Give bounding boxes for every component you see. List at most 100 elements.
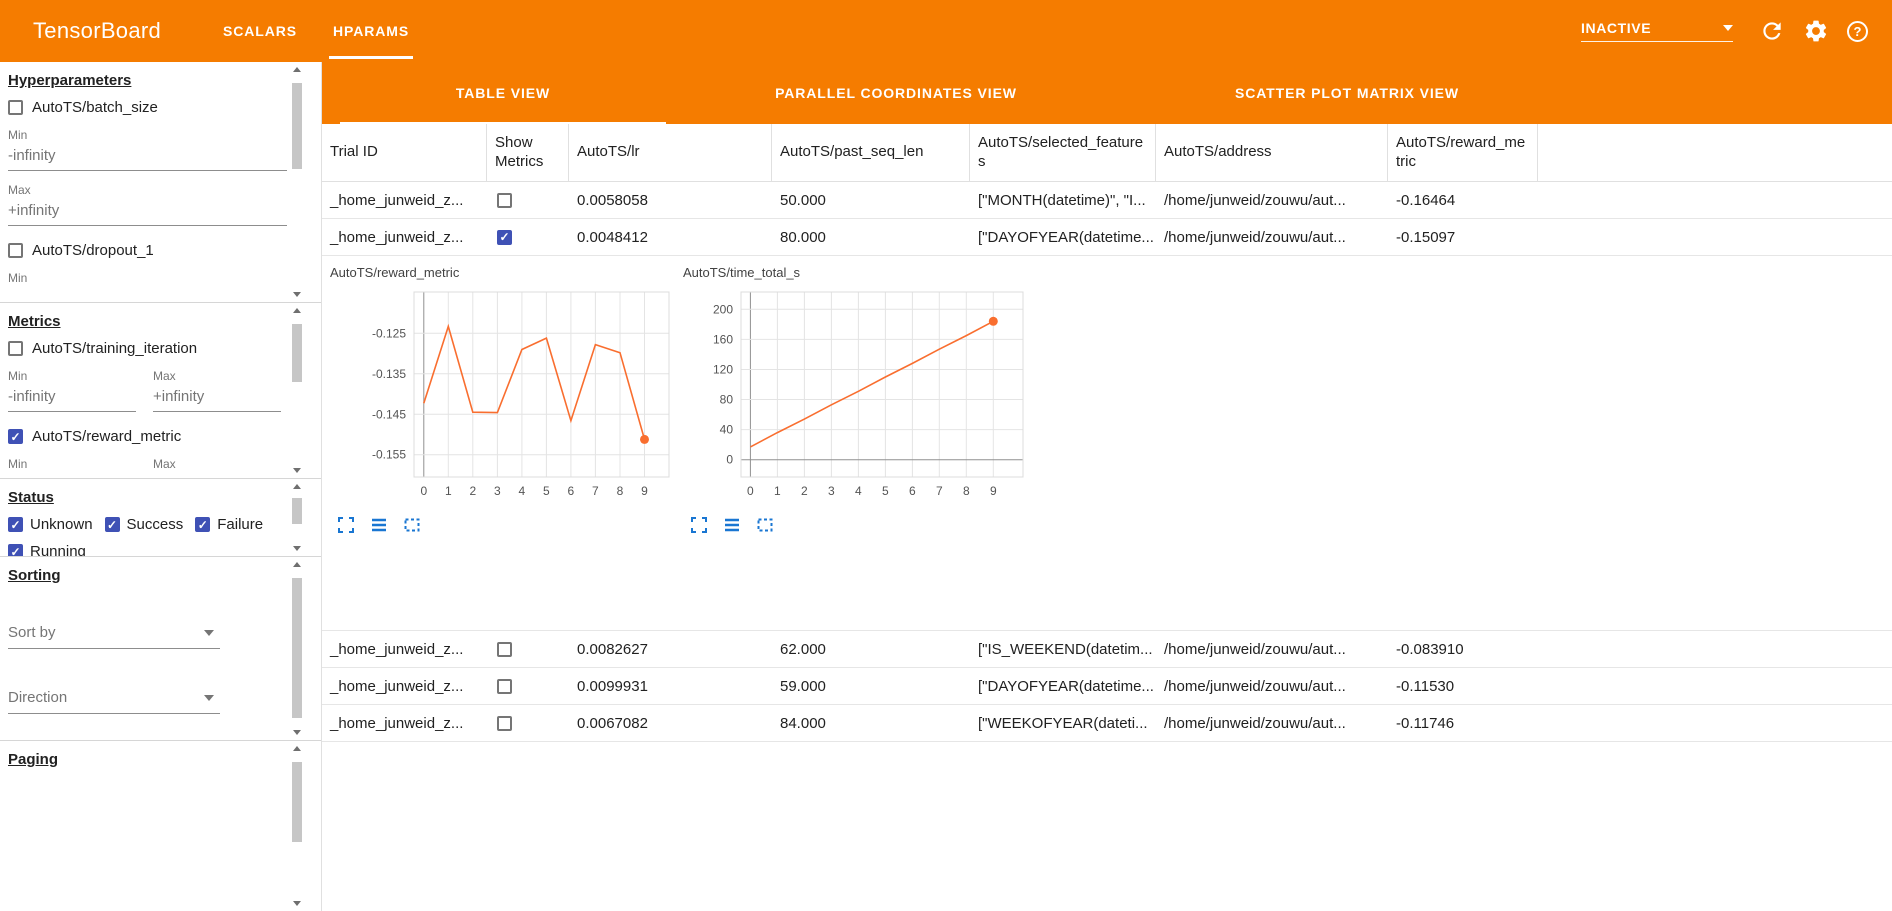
chart-svg-holder[interactable]: 0 1 2 3 4 5 6 7 8 9 0 40 80 120 160 200 <box>683 286 1029 505</box>
hparam-batch-size-row[interactable]: AutoTS/batch_size <box>8 99 313 116</box>
status-running-option[interactable]: Running <box>8 543 86 556</box>
scroll-up-icon[interactable] <box>293 562 301 567</box>
scroll-down-icon[interactable] <box>293 901 301 906</box>
selected-features-cell: ["DAYOFYEAR(datetime... <box>978 677 1154 695</box>
help-icon[interactable] <box>1847 20 1868 42</box>
maximize-icon[interactable] <box>689 515 709 535</box>
svg-text:9: 9 <box>990 484 997 498</box>
scroll-down-icon[interactable] <box>293 730 301 735</box>
max-input[interactable]: +infinity <box>153 388 281 412</box>
refresh-icon[interactable] <box>1759 18 1785 44</box>
svg-text:6: 6 <box>909 484 916 498</box>
column-header-show-metrics[interactable]: Show Metrics <box>487 124 569 181</box>
past-seq-len-cell: 59.000 <box>780 677 826 695</box>
chart-controls <box>689 515 1029 535</box>
line-chart[interactable]: 0 1 2 3 4 5 6 7 8 9 -0.125 -0.135 -0.145 -0.155 <box>330 286 674 505</box>
lr-cell: 0.0099931 <box>577 677 648 695</box>
scroll-thumb[interactable] <box>292 578 302 718</box>
table-row[interactable]: _home_junweid_z... 0.0048412 80.000 ["DA… <box>322 219 1892 256</box>
table-row[interactable]: _home_junweid_z... 0.0099931 59.000 ["DA… <box>322 668 1892 705</box>
svg-text:5: 5 <box>882 484 889 498</box>
metric-reward-checkbox[interactable] <box>8 429 23 444</box>
scrollbar[interactable] <box>292 308 302 473</box>
hparam-dropout-checkbox[interactable] <box>8 243 23 258</box>
show-metrics-checkbox[interactable] <box>497 192 512 208</box>
min-input[interactable]: -infinity <box>8 388 136 412</box>
column-header-reward-metric[interactable]: AutoTS/reward_metric <box>1388 124 1538 181</box>
min-input[interactable]: -infinity <box>8 147 287 171</box>
scroll-down-icon[interactable] <box>293 546 301 551</box>
scroll-up-icon[interactable] <box>293 67 301 72</box>
lines-icon[interactable] <box>722 515 742 535</box>
scroll-thumb[interactable] <box>292 498 302 524</box>
tab-scalars[interactable]: SCALARS <box>223 23 298 39</box>
scroll-up-icon[interactable] <box>293 484 301 489</box>
scroll-down-icon[interactable] <box>293 468 301 473</box>
column-header-past-seq-len[interactable]: AutoTS/past_seq_len <box>772 124 970 181</box>
metric-training-iteration-row[interactable]: AutoTS/training_iteration <box>8 340 313 357</box>
scrollbar[interactable] <box>292 746 302 906</box>
scroll-thumb[interactable] <box>292 83 302 169</box>
status-success-option[interactable]: Success <box>104 516 183 533</box>
scroll-up-icon[interactable] <box>293 746 301 751</box>
address-cell: /home/junweid/zouwu/aut... <box>1164 714 1346 732</box>
reload-interval-select[interactable]: INACTIVE <box>1581 20 1733 42</box>
status-failure-checkbox[interactable] <box>195 517 211 532</box>
hyperparameters-panel: Hyperparameters AutoTS/batch_size Min -i… <box>0 62 321 303</box>
scroll-down-icon[interactable] <box>293 292 301 297</box>
svg-text:-0.125: -0.125 <box>372 326 406 340</box>
svg-text:-0.145: -0.145 <box>372 407 406 421</box>
trial-id-cell: _home_junweid_z... <box>330 640 464 658</box>
table-row[interactable]: _home_junweid_z... 0.0067082 84.000 ["WE… <box>322 705 1892 742</box>
scroll-up-icon[interactable] <box>293 308 301 313</box>
show-metrics-checkbox[interactable] <box>497 678 512 694</box>
status-unknown-checkbox[interactable] <box>8 517 23 532</box>
tab-parallel-coordinates-view[interactable]: PARALLEL COORDINATES VIEW <box>775 85 1017 101</box>
column-header-trial-id[interactable]: Trial ID <box>322 124 487 181</box>
metric-reward-row[interactable]: AutoTS/reward_metric <box>8 428 313 445</box>
scrollbar[interactable] <box>292 562 302 735</box>
maximize-icon[interactable] <box>336 515 356 535</box>
reload-interval-value: INACTIVE <box>1581 20 1652 36</box>
metric-training-iteration-checkbox[interactable] <box>8 341 23 356</box>
fit-domain-icon[interactable] <box>402 515 422 535</box>
status-success-checkbox[interactable] <box>104 517 120 532</box>
table-row[interactable]: _home_junweid_z... 0.0082627 62.000 ["IS… <box>322 631 1892 668</box>
hparam-batch-size-checkbox[interactable] <box>8 100 23 115</box>
view-tabs: TABLE VIEW PARALLEL COORDINATES VIEW SCA… <box>322 62 1892 124</box>
show-metrics-checkbox[interactable] <box>497 641 512 657</box>
scrollbar[interactable] <box>292 67 302 297</box>
hparam-dropout-row[interactable]: AutoTS/dropout_1 <box>8 242 313 259</box>
status-running-checkbox[interactable] <box>8 544 23 556</box>
svg-text:2: 2 <box>801 484 808 498</box>
scroll-thumb[interactable] <box>292 324 302 382</box>
min-label: Min <box>8 457 28 471</box>
lines-icon[interactable] <box>369 515 389 535</box>
show-metrics-checkbox[interactable] <box>497 715 512 731</box>
max-input[interactable]: +infinity <box>8 202 287 226</box>
chart-svg-holder[interactable]: 0 1 2 3 4 5 6 7 8 9 -0.125 -0.135 -0.145 -0.155 <box>330 286 674 505</box>
column-header-selected-features[interactable]: AutoTS/selected_features <box>970 124 1156 181</box>
sort-by-select[interactable]: Sort by <box>8 624 220 649</box>
show-metrics-checkbox[interactable] <box>497 229 512 245</box>
status-unknown-option[interactable]: Unknown <box>8 516 93 533</box>
column-header-lr[interactable]: AutoTS/lr <box>569 124 772 181</box>
column-header-address[interactable]: AutoTS/address <box>1156 124 1388 181</box>
svg-text:-0.135: -0.135 <box>372 367 406 381</box>
status-failure-option[interactable]: Failure <box>195 516 263 533</box>
scroll-thumb[interactable] <box>292 762 302 842</box>
address-cell: /home/junweid/zouwu/aut... <box>1164 640 1346 658</box>
tab-scatter-plot-matrix-view[interactable]: SCATTER PLOT MATRIX VIEW <box>1234 85 1460 101</box>
scrollbar[interactable] <box>292 484 302 551</box>
table-row[interactable]: _home_junweid_z... 0.0058058 50.000 ["MO… <box>322 182 1892 219</box>
batch-size-min-field: Min -infinity <box>8 128 287 171</box>
line-chart[interactable]: 0 1 2 3 4 5 6 7 8 9 0 40 80 120 160 200 <box>683 286 1029 505</box>
fit-domain-icon[interactable] <box>755 515 775 535</box>
settings-icon[interactable] <box>1803 18 1829 44</box>
tab-hparams[interactable]: HPARAMS <box>315 0 427 62</box>
address-cell: /home/junweid/zouwu/aut... <box>1164 191 1346 209</box>
svg-text:4: 4 <box>519 484 526 498</box>
direction-select[interactable]: Direction <box>8 689 220 714</box>
svg-text:7: 7 <box>936 484 943 498</box>
tab-table-view[interactable]: TABLE VIEW <box>322 62 684 124</box>
